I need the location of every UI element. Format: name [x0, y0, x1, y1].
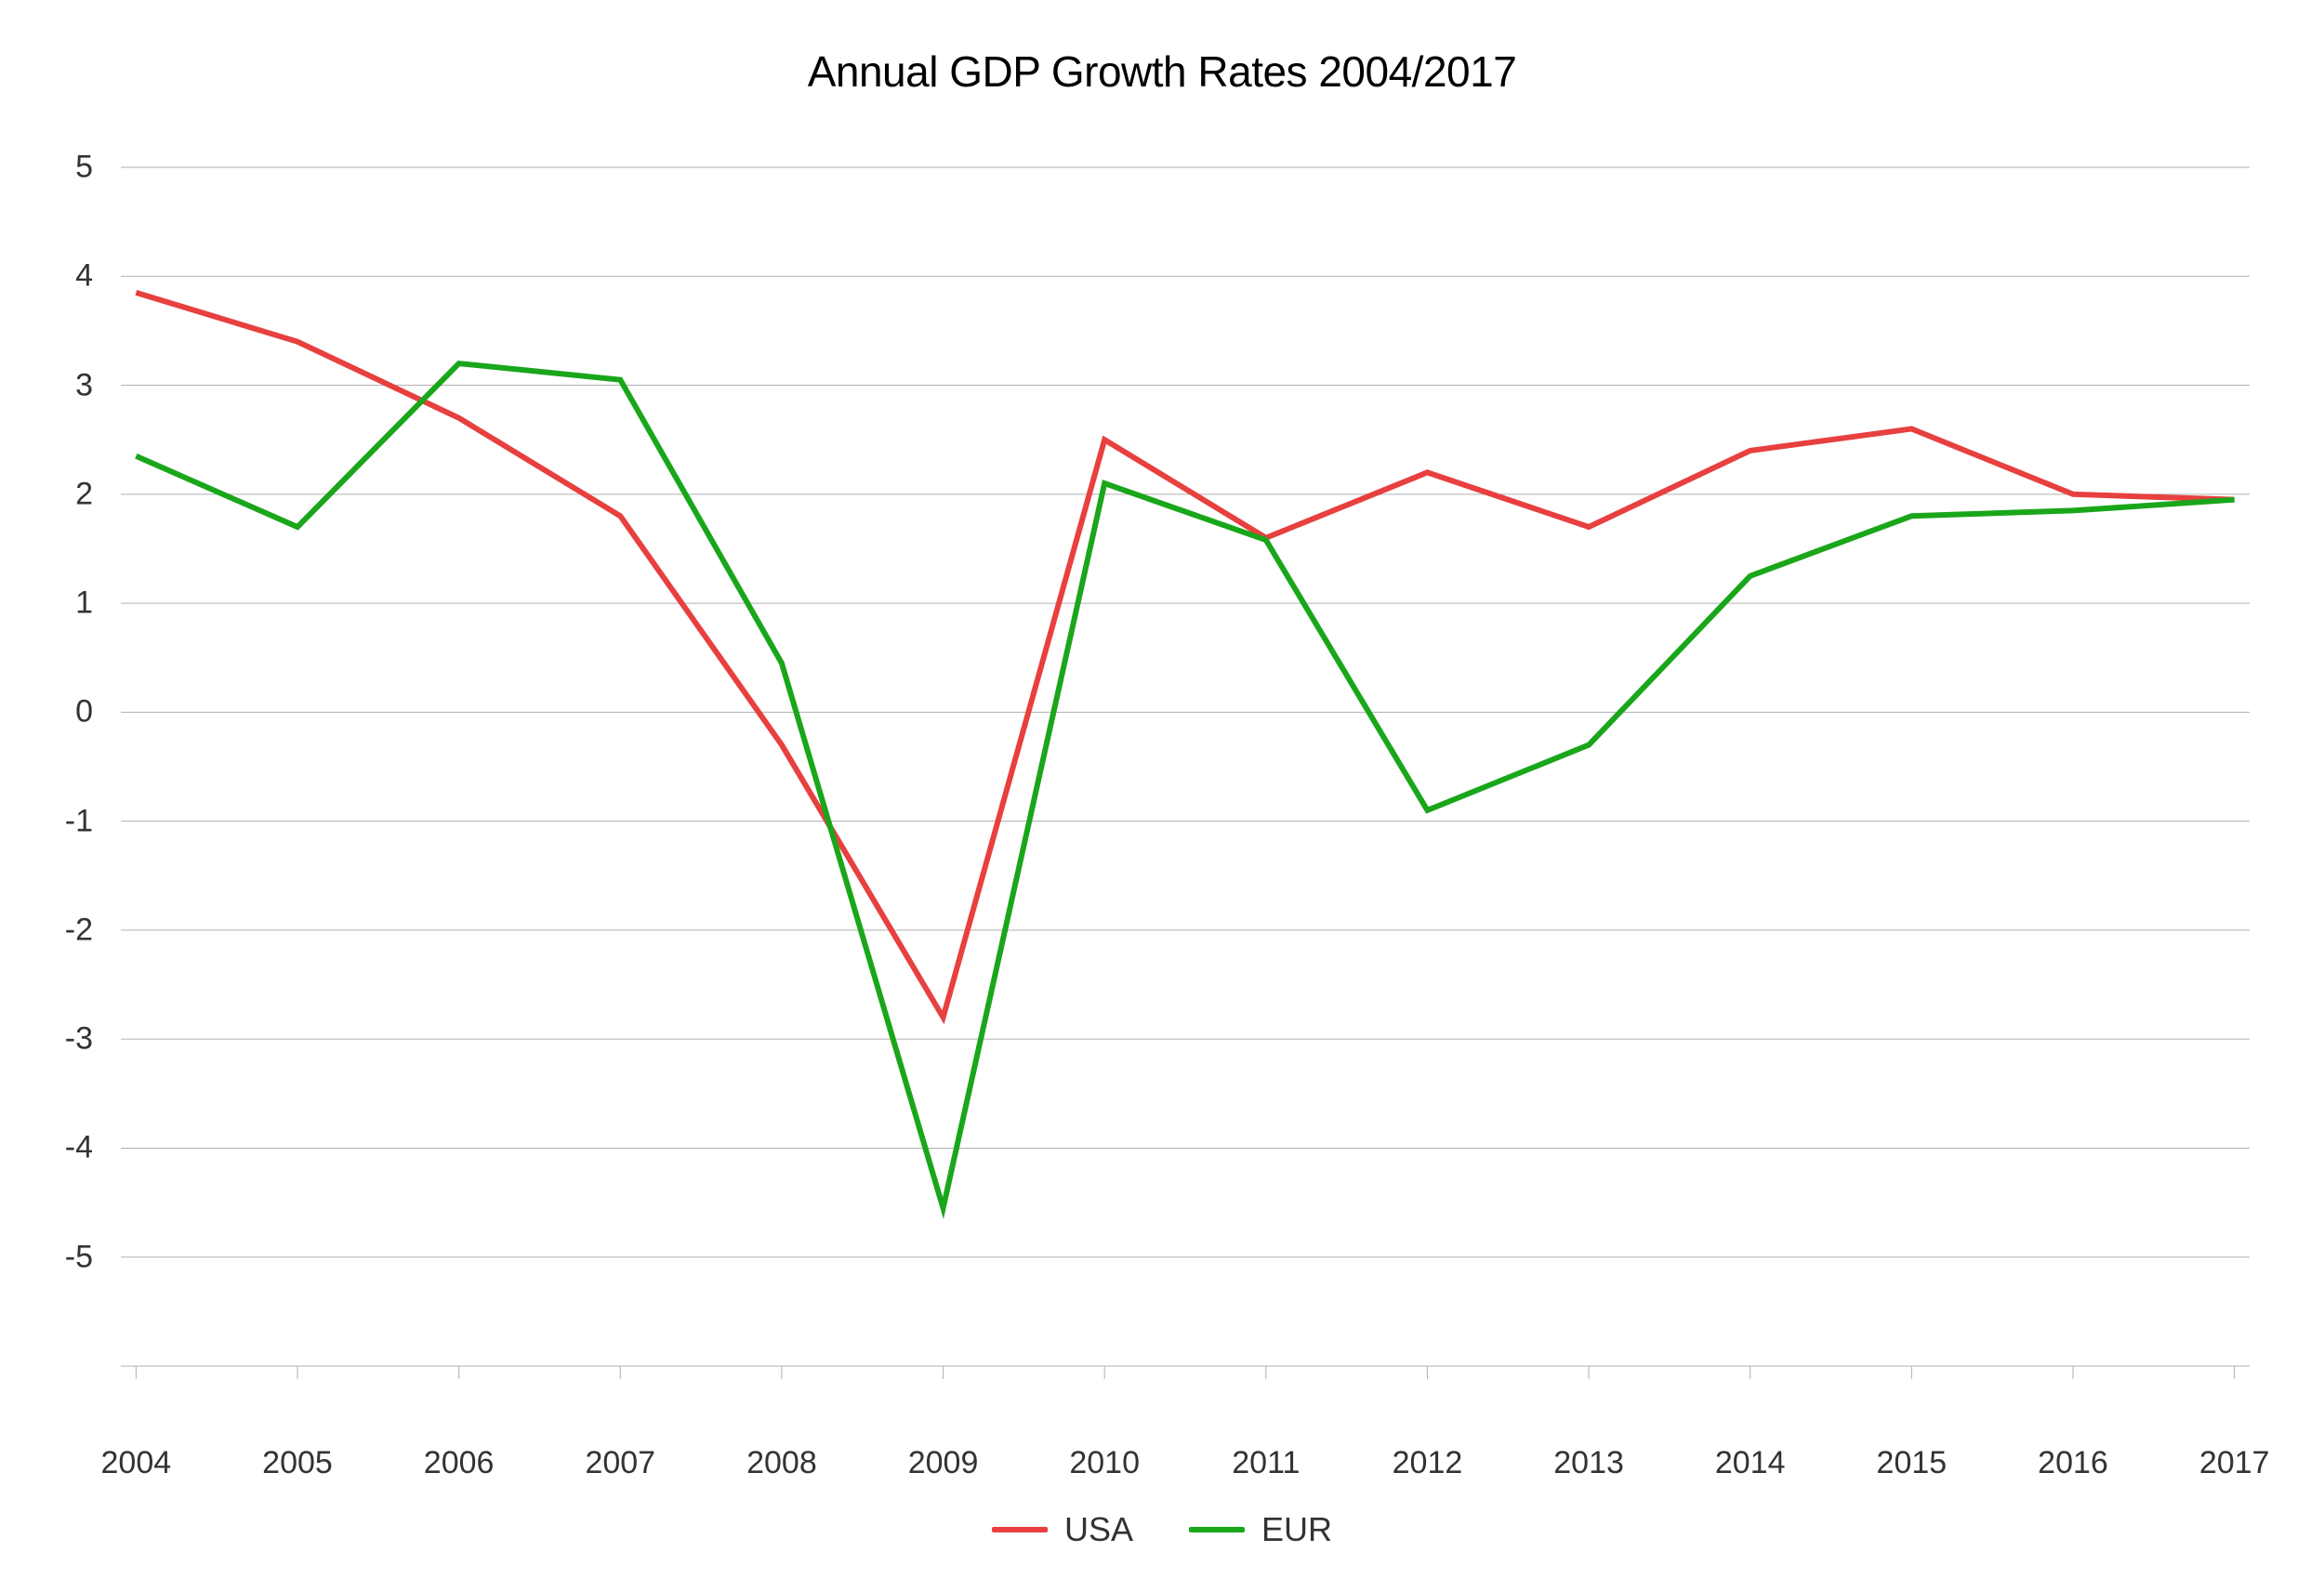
x-tick-label: 2007 — [585, 1445, 655, 1481]
x-tick-label: 2013 — [1553, 1445, 1624, 1481]
x-tick-label: 2012 — [1393, 1445, 1463, 1481]
x-tick-label: 2004 — [101, 1445, 172, 1481]
x-tick-label: 2010 — [1069, 1445, 1140, 1481]
x-tick-label: 2017 — [2199, 1445, 2270, 1481]
y-tick-label: 5 — [0, 150, 93, 186]
x-tick-label: 2009 — [908, 1445, 979, 1481]
y-tick-label: -3 — [0, 1021, 93, 1058]
y-tick-label: 3 — [0, 367, 93, 403]
chart-legend: USA EUR — [0, 1510, 2324, 1549]
legend-swatch — [1189, 1527, 1245, 1532]
x-tick-label: 2014 — [1715, 1445, 1786, 1481]
x-tick-label: 2008 — [746, 1445, 817, 1481]
y-tick-label: 2 — [0, 476, 93, 512]
x-tick-label: 2016 — [2038, 1445, 2108, 1481]
x-tick-label: 2005 — [262, 1445, 333, 1481]
legend-item-usa: USA — [992, 1510, 1133, 1549]
y-tick-label: 0 — [0, 694, 93, 730]
y-tick-label: -5 — [0, 1239, 93, 1275]
y-tick-label: -2 — [0, 912, 93, 948]
gdp-growth-chart: Annual GDP Growth Rates 2004/2017 543210… — [0, 0, 2324, 1578]
y-tick-label: -1 — [0, 803, 93, 839]
y-tick-label: 1 — [0, 585, 93, 622]
y-tick-label: 4 — [0, 258, 93, 295]
legend-swatch — [992, 1527, 1048, 1532]
legend-label: USA — [1064, 1510, 1133, 1549]
x-tick-label: 2015 — [1877, 1445, 1948, 1481]
legend-label: EUR — [1261, 1510, 1332, 1549]
x-tick-label: 2006 — [424, 1445, 495, 1481]
legend-item-eur: EUR — [1189, 1510, 1332, 1549]
x-tick-label: 2011 — [1232, 1445, 1300, 1481]
chart-plot-area — [0, 0, 2324, 1578]
y-tick-label: -4 — [0, 1130, 93, 1166]
